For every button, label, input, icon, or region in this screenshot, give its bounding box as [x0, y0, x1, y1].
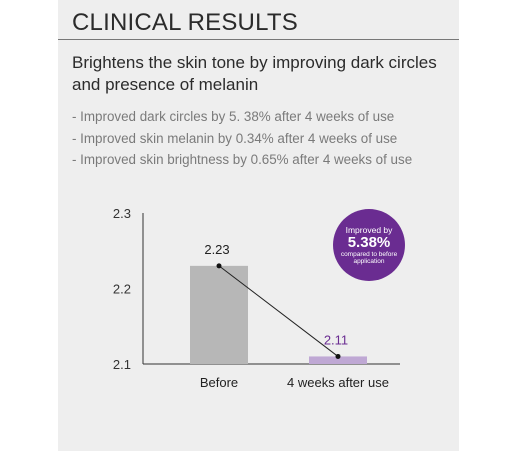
- title-divider: [58, 39, 459, 40]
- result-item: - Improved dark circles by 5. 38% after …: [72, 109, 395, 124]
- badge-label: Improved by: [345, 224, 393, 235]
- claim-headline: Brightens the skin tone by improving dar…: [72, 53, 437, 94]
- results-list: - Improved dark circles by 5. 38% after …: [72, 106, 457, 171]
- category-label: 4 weeks after use: [287, 375, 389, 390]
- y-tick-label: 2.1: [113, 357, 131, 372]
- result-item: - Improved skin melanin by 0.34% after 4…: [72, 130, 398, 146]
- result-item: - Improved skin brightness by 0.65% afte…: [72, 152, 413, 167]
- badge-caption: compared to before application: [340, 250, 398, 266]
- section-title: CLINICAL RESULTS: [72, 9, 298, 36]
- data-point: [335, 353, 341, 359]
- data-point: [216, 263, 222, 269]
- trend-line: [218, 265, 339, 357]
- badge-value: 5.38%: [347, 233, 391, 251]
- improvement-badge: Improved by 5.38% compared to before app…: [333, 209, 405, 281]
- bar: [190, 265, 248, 364]
- data-label: 2.23: [204, 242, 229, 257]
- data-label: 2.11: [324, 332, 348, 347]
- bar: [309, 356, 367, 364]
- y-tick-label: 2.3: [113, 206, 131, 221]
- y-tick-label: 2.2: [113, 282, 131, 297]
- category-label: Before: [200, 375, 238, 390]
